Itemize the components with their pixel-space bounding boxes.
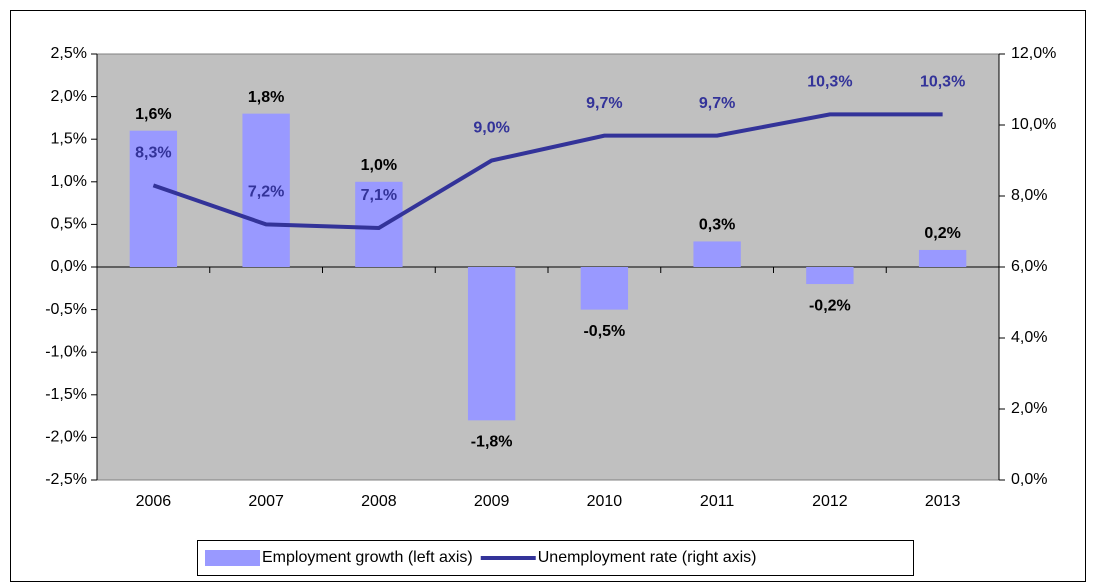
y-tick-label: -1,0% <box>45 343 87 360</box>
x-tick-label: 2013 <box>925 493 961 510</box>
x-tick-label: 2008 <box>361 493 397 510</box>
bar-value-label: 1,8% <box>248 89 284 106</box>
bar <box>693 241 741 267</box>
bar <box>129 130 178 267</box>
line-value-label: 9,7% <box>699 95 735 112</box>
y2-tick-label: 12,0% <box>1011 45 1056 62</box>
y2-tick-label: 10,0% <box>1011 116 1056 133</box>
line <box>152 112 943 230</box>
legend-label: Unemployment rate (right axis) <box>538 549 757 566</box>
bar <box>918 249 967 267</box>
bar-value-label: -0,5% <box>583 323 625 340</box>
legend-swatch <box>205 550 260 566</box>
y-tick-label: 2,5% <box>51 45 87 62</box>
legend-box <box>197 540 914 576</box>
legend-label: Employment growth (left axis) <box>262 549 473 566</box>
line-value-label: 9,0% <box>473 120 509 137</box>
bar <box>580 267 629 310</box>
line-value-label: 10,3% <box>807 74 852 91</box>
bar-value-label: 1,0% <box>361 157 397 174</box>
line-value-label: 7,1% <box>361 187 397 204</box>
y-tick-label: -2,5% <box>45 471 87 488</box>
bar-value-label: 0,3% <box>699 217 735 234</box>
bar <box>806 267 854 285</box>
y2-tick-label: 0,0% <box>1011 471 1047 488</box>
y2-tick-label: 4,0% <box>1011 329 1047 346</box>
y-tick-label: 0,0% <box>51 258 87 275</box>
y-tick-label: 0,5% <box>51 216 87 233</box>
x-tick-label: 2011 <box>700 493 735 510</box>
y2-tick-label: 2,0% <box>1011 400 1047 417</box>
y-tick-label: -2,0% <box>45 429 87 446</box>
x-tick-label: 2010 <box>587 493 623 510</box>
x-tick-label: 2007 <box>248 493 284 510</box>
y-tick-label: 1,5% <box>51 130 87 147</box>
y-tick-label: 1,0% <box>51 173 87 190</box>
y2-tick-label: 6,0% <box>1011 258 1047 275</box>
bar-value-label: 0,2% <box>924 225 960 242</box>
y-tick-label: 2,0% <box>51 88 87 105</box>
bar-value-label: -0,2% <box>809 297 851 314</box>
y2-tick-label: 8,0% <box>1011 187 1047 204</box>
line-value-label: 8,3% <box>135 145 171 162</box>
bar-value-label: 1,6% <box>135 106 171 123</box>
bar <box>467 267 516 421</box>
x-tick-label: 2006 <box>136 493 172 510</box>
bar <box>242 113 290 267</box>
y-tick-label: -0,5% <box>45 301 87 318</box>
bar <box>355 181 403 267</box>
bar-value-label: -1,8% <box>471 434 513 451</box>
line-value-label: 9,7% <box>586 95 622 112</box>
line-value-label: 7,2% <box>248 184 284 201</box>
y-tick-label: -1,5% <box>45 386 87 403</box>
x-tick-label: 2009 <box>474 493 510 510</box>
line-value-label: 10,3% <box>920 74 965 91</box>
x-tick-label: 2012 <box>812 493 848 510</box>
